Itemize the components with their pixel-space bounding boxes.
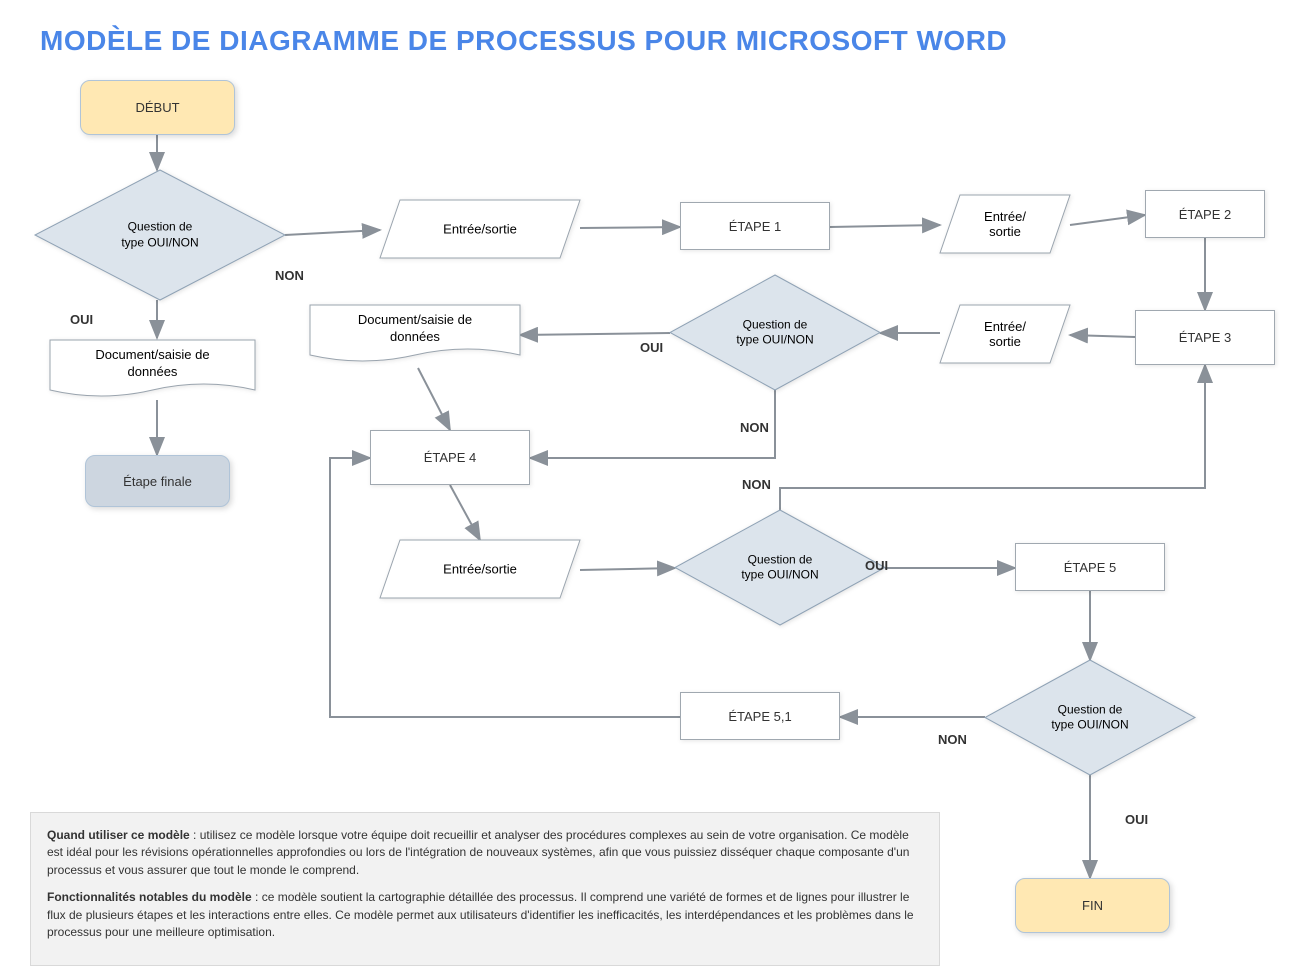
node-io1-wrap: Entrée/sortie [380, 200, 580, 258]
node-label: Étape finale [123, 474, 192, 489]
edge-label: OUI [865, 558, 888, 573]
edge-label: NON [742, 477, 771, 492]
page-title: MODÈLE DE DIAGRAMME DE PROCESSUS POUR MI… [0, 0, 1299, 67]
node-label: Question de type OUI/NON [1045, 702, 1135, 733]
edge [450, 485, 480, 540]
node-label: ÉTAPE 1 [729, 219, 782, 234]
node-io3-wrap: Entrée/ sortie [940, 305, 1070, 363]
node-label: ÉTAPE 4 [424, 450, 477, 465]
node-q2-wrap: Question de type OUI/NON [670, 275, 880, 390]
node-label: Document/saisie de données [345, 312, 485, 346]
edge [418, 368, 450, 430]
node-io4-wrap: Entrée/sortie [380, 540, 580, 598]
node-doc1-wrap: Document/saisie de données [50, 340, 255, 400]
node-step5: ÉTAPE 5 [1015, 543, 1165, 591]
node-doc2-wrap: Document/saisie de données [310, 305, 520, 365]
node-q3-wrap: Question de type OUI/NON [675, 510, 885, 625]
node-label: Question de type OUI/NON [730, 317, 820, 348]
edge [580, 227, 680, 228]
node-label: Document/saisie de données [83, 347, 223, 381]
info-p1-bold: Quand utiliser ce modèle [47, 828, 190, 842]
edge [520, 333, 670, 335]
node-label: ÉTAPE 5 [1064, 560, 1117, 575]
edge-label: OUI [640, 340, 663, 355]
edge-label: OUI [70, 312, 93, 327]
node-step2: ÉTAPE 2 [1145, 190, 1265, 238]
edge [580, 568, 675, 570]
edge [1070, 335, 1135, 337]
node-label: ÉTAPE 3 [1179, 330, 1232, 345]
info-box: Quand utiliser ce modèle : utilisez ce m… [30, 812, 940, 966]
node-label: Entrée/ sortie [973, 209, 1038, 239]
node-label: Question de type OUI/NON [735, 552, 825, 583]
node-label: Question de type OUI/NON [115, 219, 205, 250]
node-q4-wrap: Question de type OUI/NON [985, 660, 1195, 775]
node-q1-wrap: Question de type OUI/NON [35, 170, 285, 300]
edge-label: NON [740, 420, 769, 435]
edge-label: OUI [1125, 812, 1148, 827]
edge [1070, 215, 1145, 225]
node-step4: ÉTAPE 4 [370, 430, 530, 485]
node-step1: ÉTAPE 1 [680, 202, 830, 250]
node-label: ÉTAPE 2 [1179, 207, 1232, 222]
node-final: Étape finale [85, 455, 230, 507]
flowchart-canvas: DÉBUT Question de type OUI/NON Document/sa… [30, 80, 1280, 950]
node-label: Entrée/sortie [443, 222, 517, 237]
node-step3: ÉTAPE 3 [1135, 310, 1275, 365]
edge [530, 390, 775, 458]
node-io2-wrap: Entrée/ sortie [940, 195, 1070, 253]
edge [830, 225, 940, 227]
node-label: Entrée/sortie [443, 562, 517, 577]
edge-label: NON [275, 268, 304, 283]
node-label: ÉTAPE 5,1 [728, 709, 791, 724]
edge [285, 230, 380, 235]
info-p2-bold: Fonctionnalités notables du modèle [47, 890, 252, 904]
node-label: DÉBUT [135, 100, 179, 115]
node-start: DÉBUT [80, 80, 235, 135]
node-label: Entrée/ sortie [973, 319, 1038, 349]
node-label: FIN [1082, 898, 1103, 913]
edge-label: NON [938, 732, 967, 747]
node-step51: ÉTAPE 5,1 [680, 692, 840, 740]
node-end: FIN [1015, 878, 1170, 933]
